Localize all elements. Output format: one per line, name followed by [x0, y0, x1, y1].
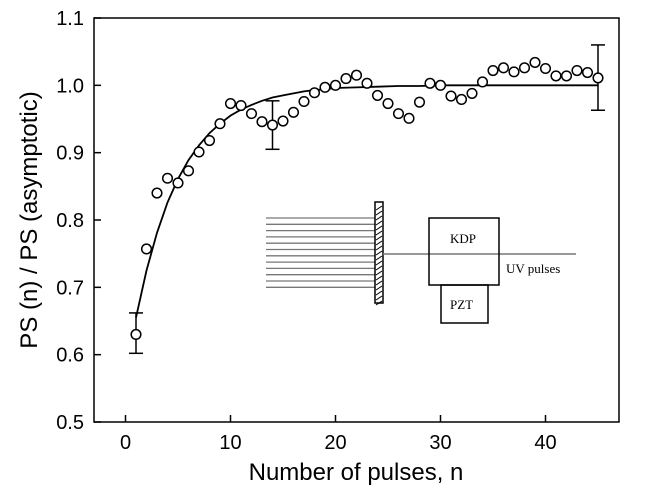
pzt-label: PZT — [450, 297, 473, 312]
y-tick-label: 1.0 — [56, 75, 84, 97]
data-point — [308, 87, 321, 99]
x-axis-label: Number of pulses, n — [249, 459, 464, 486]
data-point — [161, 172, 174, 184]
data-point — [350, 69, 363, 81]
data-point — [214, 118, 226, 130]
data-point — [592, 72, 604, 84]
data-point — [245, 108, 258, 120]
y-tick-label: 0.9 — [56, 143, 84, 165]
hatch-line — [375, 295, 383, 301]
x-tick-label: 40 — [534, 432, 556, 454]
data-point — [193, 146, 205, 158]
data-point — [266, 119, 279, 131]
data-point — [382, 97, 394, 110]
x-tick-label: 30 — [429, 432, 451, 454]
data-point — [182, 165, 195, 177]
data-point — [529, 56, 541, 68]
hatch-line — [375, 265, 383, 271]
x-tick-label: 10 — [219, 432, 241, 454]
data-point — [151, 187, 163, 199]
plate-hatching — [375, 205, 383, 306]
data-point — [256, 116, 268, 128]
x-tick-label: 20 — [324, 432, 346, 454]
hatch-line — [375, 255, 383, 261]
y-axis-label: PS (n) / PS (asymptotic) — [16, 91, 43, 348]
data-point — [130, 328, 142, 341]
hatch-line — [375, 275, 383, 281]
data-point — [298, 95, 310, 108]
pzt-box — [440, 284, 489, 324]
data-point — [539, 62, 552, 75]
data-point — [466, 87, 478, 99]
data-point — [329, 79, 342, 91]
error-bars — [129, 44, 605, 355]
data-point — [371, 89, 384, 101]
data-point — [571, 64, 583, 77]
hatch-line — [375, 285, 383, 291]
kdp-label: KDP — [450, 231, 476, 246]
data-point — [508, 66, 520, 78]
x-tick-label: 0 — [120, 432, 131, 454]
y-tick-label: 0.7 — [56, 277, 84, 299]
data-point — [455, 93, 468, 106]
parallel-lines — [266, 217, 375, 288]
data-point — [476, 76, 489, 88]
y-tick-label: 1.1 — [56, 8, 84, 30]
y-tick-label: 0.5 — [56, 412, 84, 434]
data-point — [434, 79, 447, 91]
data-point — [497, 62, 510, 74]
data-point — [235, 99, 247, 112]
data-point — [287, 106, 300, 118]
data-point — [172, 177, 184, 189]
data-point — [487, 64, 499, 77]
hatch-line — [375, 280, 383, 286]
hatch-line — [375, 205, 383, 211]
hatch-line — [375, 210, 383, 216]
data-point — [550, 70, 562, 82]
data-point — [224, 97, 237, 110]
hatch-line — [375, 300, 383, 306]
fit-curve — [135, 84, 598, 318]
x-axis: 0 10 20 30 40 — [120, 415, 557, 454]
y-axis: 0.5 0.6 0.7 0.8 0.9 1.0 1.1 — [56, 8, 101, 434]
data-point — [403, 112, 415, 124]
hatch-line — [375, 245, 383, 251]
y-tick-label: 0.8 — [56, 210, 84, 232]
hatch-line — [375, 225, 383, 231]
hatch-line — [375, 230, 383, 236]
hatch-line — [375, 220, 383, 226]
hatch-line — [375, 290, 383, 296]
data-point — [340, 73, 352, 85]
data-point — [581, 66, 594, 79]
hatch-line — [375, 215, 383, 221]
hatch-line — [375, 260, 383, 266]
data-point — [203, 134, 216, 147]
data-point — [560, 70, 573, 82]
data-point — [413, 96, 426, 108]
hatch-line — [375, 235, 383, 241]
data-points — [130, 56, 604, 341]
data-point — [140, 243, 153, 255]
data-point — [277, 115, 289, 127]
data-point — [392, 108, 405, 120]
y-tick-label: 0.6 — [56, 345, 84, 367]
hatch-line — [375, 240, 383, 246]
data-point — [361, 77, 373, 89]
hatch-line — [375, 250, 383, 256]
uv-pulses-label: UV pulses — [506, 261, 560, 276]
kdp-box — [428, 217, 500, 286]
hatch-line — [375, 270, 383, 276]
data-point — [518, 62, 531, 74]
data-point — [319, 81, 331, 93]
data-point — [445, 90, 457, 102]
data-point — [424, 77, 436, 89]
inset-diagram: KDP PZT UV pulses — [266, 201, 576, 324]
